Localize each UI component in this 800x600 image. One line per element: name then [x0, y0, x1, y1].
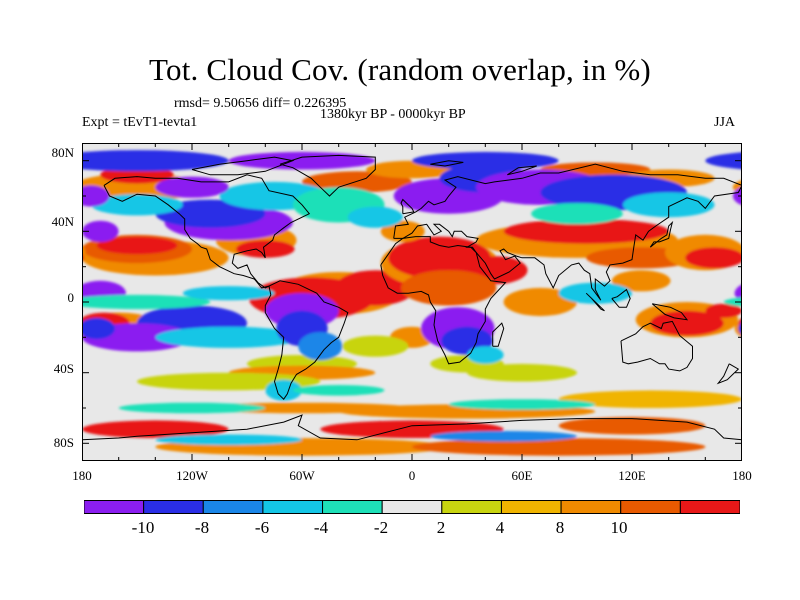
anomaly-region	[558, 416, 706, 435]
colorbar-box	[500, 500, 562, 514]
anomaly-region	[503, 287, 577, 317]
y-label-80s: 80S	[53, 435, 74, 450]
coastline	[430, 160, 464, 167]
coastline	[507, 165, 537, 176]
anomaly-region	[155, 176, 229, 198]
anomaly-region	[82, 317, 115, 340]
colorbar-box	[143, 500, 204, 514]
anomaly-region	[155, 199, 266, 228]
coastline	[611, 288, 631, 308]
x-label-180w: 180	[72, 468, 92, 483]
colorbar-label-10: 10	[610, 518, 628, 537]
x-label-120w: 120W	[176, 468, 208, 483]
y-label-80n: 80N	[51, 145, 74, 160]
anomaly-region	[412, 438, 706, 456]
anomaly-region	[96, 236, 178, 255]
anomaly-region	[622, 192, 715, 218]
coastline	[103, 174, 311, 289]
colorbar-box	[322, 500, 383, 514]
colorbar-label-neg10: -10	[131, 518, 155, 537]
colorbar-label-4: 4	[495, 518, 505, 537]
coastline	[191, 156, 295, 176]
anomaly-region	[567, 376, 697, 387]
season-label: JJA	[714, 115, 736, 130]
coastline	[651, 303, 689, 321]
anomaly-region	[723, 297, 742, 307]
colorbar-label-2: 2	[436, 518, 446, 537]
colorbar-box	[381, 500, 443, 514]
anomaly-region	[82, 294, 211, 310]
x-label-60e: 60E	[511, 468, 533, 483]
anomaly-region	[448, 399, 596, 410]
experiment-label: Expt = tEvT1-tevta1	[82, 115, 198, 130]
anomaly-region	[705, 303, 742, 318]
anomaly-region	[611, 270, 671, 292]
anomaly-region	[155, 434, 302, 446]
x-label-120e: 120E	[618, 468, 646, 483]
colorbar-box	[620, 500, 681, 514]
anomaly-region	[342, 335, 409, 357]
anomaly-region	[401, 270, 497, 306]
anomaly-region	[531, 203, 623, 225]
colorbar-box	[441, 500, 502, 514]
anomaly-region	[228, 151, 376, 170]
cloud-cover-map	[82, 143, 742, 461]
stats-text: rmsd= 9.50656 diff= 0.226395	[174, 96, 347, 111]
coastline	[716, 363, 740, 385]
colorbar-label-neg2: -2	[373, 518, 389, 537]
x-label-60w: 60W	[289, 468, 315, 483]
y-label-0: 0	[67, 290, 75, 305]
anomaly-region	[558, 390, 742, 408]
colorbar-box	[679, 500, 740, 514]
coastline	[279, 154, 376, 197]
coastline	[585, 292, 605, 312]
anomaly-region	[302, 171, 412, 193]
colorbar-box	[84, 500, 145, 514]
anomaly-region	[298, 332, 343, 361]
anomaly-region	[82, 420, 229, 439]
anomaly-region	[82, 220, 119, 242]
anomaly-region	[732, 186, 742, 206]
anomaly-region	[118, 402, 266, 414]
anomaly-region	[82, 185, 110, 207]
anomaly-region	[155, 326, 302, 348]
x-label-0: 0	[408, 468, 416, 483]
coastline	[82, 414, 742, 441]
anomaly-region	[430, 431, 577, 442]
colorbar-box	[560, 500, 622, 514]
colorbar	[84, 500, 740, 514]
anomaly-region	[182, 286, 275, 301]
x-label-180e: 180	[732, 468, 752, 483]
anomaly-region	[650, 310, 724, 336]
y-label-40s: 40S	[53, 361, 74, 376]
coastline	[393, 163, 742, 301]
anomaly-region	[292, 385, 385, 396]
y-label-40n: 40N	[51, 214, 74, 229]
colorbar-label-neg6: -6	[254, 518, 270, 537]
colorbar-box	[262, 500, 324, 514]
anomaly-region	[467, 346, 504, 364]
coastline	[380, 236, 507, 365]
coastline	[620, 320, 693, 372]
anomaly-region	[265, 379, 302, 401]
map-title: Tot. Cloud Cov. (random overlap, in %)	[149, 52, 651, 87]
coastline	[400, 198, 415, 215]
colorbar-label-8: 8	[555, 518, 565, 537]
anomaly-region	[467, 363, 577, 382]
anomaly-region	[503, 218, 669, 244]
anomaly-region	[347, 206, 403, 228]
anomaly-region	[705, 152, 742, 170]
coastline	[492, 322, 505, 347]
anomaly-region	[412, 151, 559, 170]
colorbar-label-neg4: -4	[313, 518, 329, 537]
coastline	[649, 220, 674, 248]
period-text: 1380kyr BP - 0000kyr BP	[320, 107, 466, 122]
colorbar-box	[202, 500, 264, 514]
anomaly-region	[82, 150, 229, 172]
coastline	[264, 280, 349, 400]
anomaly-region	[685, 247, 742, 269]
anomaly-region	[236, 240, 295, 258]
colorbar-label-neg8: -8	[194, 518, 210, 537]
